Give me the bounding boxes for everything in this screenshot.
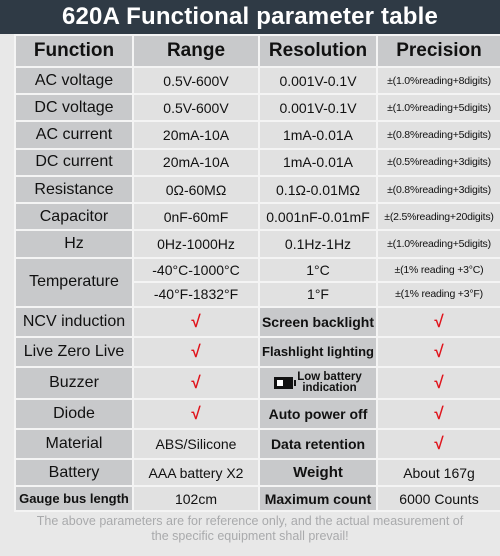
function-cell: Hz: [14, 229, 134, 259]
low-battery-line2: indication: [302, 381, 357, 394]
check-icon: √: [376, 335, 500, 368]
range-cell: 0.5V-600V: [132, 65, 260, 96]
feature-label-flashlight: Flashlight lighting: [258, 335, 378, 368]
precision-cell: ±(0.5%reading+3digits): [376, 147, 500, 177]
check-icon: √: [132, 365, 260, 401]
precision-cell: ±(1% reading +3°C): [376, 256, 500, 284]
check-icon: √: [376, 428, 500, 461]
feature-label-gauge-bus-length: Gauge bus length: [14, 485, 134, 512]
table-row: Capacitor 0nF-60mF 0.001nF-0.01mF ±(2.5%…: [14, 202, 500, 232]
header-resolution: Resolution: [258, 34, 378, 68]
resolution-cell: 0.001V-0.1V: [258, 93, 378, 123]
feature-row: NCV induction √ Screen backlight √: [14, 305, 500, 338]
low-battery-line1: Low battery: [297, 370, 362, 383]
check-icon: √: [376, 305, 500, 338]
material-value: ABS/Silicone: [132, 428, 260, 461]
resolution-cell: 1mA-0.01A: [258, 120, 378, 150]
table-row: DC current 20mA-10A 1mA-0.01A ±(0.5%read…: [14, 147, 500, 177]
check-icon: √: [132, 335, 260, 368]
resolution-cell: 1°C: [258, 256, 378, 284]
feature-label-data-retention: Data retention: [258, 428, 378, 461]
page-title: 620A Functional parameter table: [0, 0, 500, 34]
table-row: Temperature -40°C-1000°C 1°C ±(1% readin…: [14, 256, 500, 308]
function-cell: Temperature: [14, 256, 134, 308]
header-function: Function: [14, 34, 134, 68]
header-range: Range: [132, 34, 260, 68]
table-row: Resistance 0Ω-60MΩ 0.1Ω-0.01MΩ ±(0.8%rea…: [14, 174, 500, 205]
range-cell: 0.5V-600V: [132, 93, 260, 123]
resolution-cell: 1mA-0.01A: [258, 147, 378, 177]
feature-label-ncv: NCV induction: [14, 305, 134, 338]
max-count-value: 6000 Counts: [376, 485, 500, 512]
feature-row: Gauge bus length 102cm Maximum count 600…: [14, 485, 500, 512]
check-icon: √: [376, 365, 500, 401]
disclaimer-line1: The above parameters are for reference o…: [36, 514, 464, 528]
feature-label-low-battery: Low battery indication: [258, 365, 378, 401]
resolution-cell: 0.1Hz-1Hz: [258, 229, 378, 259]
precision-cell: ±(2.5%reading+20digits): [376, 202, 500, 232]
parameter-table: Function Range Resolution Precision AC v…: [14, 34, 500, 512]
disclaimer: The above parameters are for reference o…: [0, 514, 500, 556]
feature-row: Diode √ Auto power off √: [14, 398, 500, 431]
function-cell: Resistance: [14, 174, 134, 205]
resolution-cell: 0.001nF-0.01mF: [258, 202, 378, 232]
precision-cell: ±(0.8%reading+5digits): [376, 120, 500, 150]
precision-cell: ±(1.0%reading+5digits): [376, 93, 500, 123]
feature-row: Buzzer √ Low battery indication √: [14, 365, 500, 401]
feature-row: Live Zero Live √ Flashlight lighting √: [14, 335, 500, 368]
check-icon: √: [376, 398, 500, 431]
battery-value: AAA battery X2: [132, 458, 260, 488]
precision-cell: ±(1% reading +3°F): [376, 281, 500, 308]
range-cell: -40°C-1000°C: [132, 256, 260, 284]
feature-label-battery: Battery: [14, 458, 134, 488]
feature-label-buzzer: Buzzer: [14, 365, 134, 401]
resolution-cell: 0.1Ω-0.01MΩ: [258, 174, 378, 205]
function-cell: DC voltage: [14, 93, 134, 123]
function-cell: Capacitor: [14, 202, 134, 232]
range-cell: -40°F-1832°F: [132, 281, 260, 308]
battery-icon: [274, 376, 297, 389]
range-cell: 0Ω-60MΩ: [132, 174, 260, 205]
feature-label-auto-power-off: Auto power off: [258, 398, 378, 431]
feature-row: Battery AAA battery X2 Weight About 167g: [14, 458, 500, 488]
gauge-value: 102cm: [132, 485, 260, 512]
precision-cell: ±(1.0%reading+8digits): [376, 65, 500, 96]
header-precision: Precision: [376, 34, 500, 68]
feature-label-weight: Weight: [258, 458, 378, 488]
weight-value: About 167g: [376, 458, 500, 488]
range-cell: 20mA-10A: [132, 120, 260, 150]
table-row: DC voltage 0.5V-600V 0.001V-0.1V ±(1.0%r…: [14, 93, 500, 123]
range-cell: 20mA-10A: [132, 147, 260, 177]
feature-row: Material ABS/Silicone Data retention √: [14, 428, 500, 461]
function-cell: DC current: [14, 147, 134, 177]
disclaimer-line2: the specific equipment shall prevail!: [151, 529, 349, 543]
precision-cell: ±(1.0%reading+5digits): [376, 229, 500, 259]
range-cell: 0nF-60mF: [132, 202, 260, 232]
table-row: AC current 20mA-10A 1mA-0.01A ±(0.8%read…: [14, 120, 500, 150]
resolution-cell: 1°F: [258, 281, 378, 308]
table-row: Hz 0Hz-1000Hz 0.1Hz-1Hz ±(1.0%reading+5d…: [14, 229, 500, 259]
feature-label-screen-backlight: Screen backlight: [258, 305, 378, 338]
feature-label-maximum-count: Maximum count: [258, 485, 378, 512]
precision-cell: ±(0.8%reading+3digits): [376, 174, 500, 205]
table-row: AC voltage 0.5V-600V 0.001V-0.1V ±(1.0%r…: [14, 65, 500, 96]
check-icon: √: [132, 398, 260, 431]
feature-label-diode: Diode: [14, 398, 134, 431]
function-cell: AC voltage: [14, 65, 134, 96]
function-cell: AC current: [14, 120, 134, 150]
header-row: Function Range Resolution Precision: [14, 34, 500, 68]
check-icon: √: [132, 305, 260, 338]
feature-label-material: Material: [14, 428, 134, 461]
resolution-cell: 0.001V-0.1V: [258, 65, 378, 96]
range-cell: 0Hz-1000Hz: [132, 229, 260, 259]
feature-label-live-zero-live: Live Zero Live: [14, 335, 134, 368]
